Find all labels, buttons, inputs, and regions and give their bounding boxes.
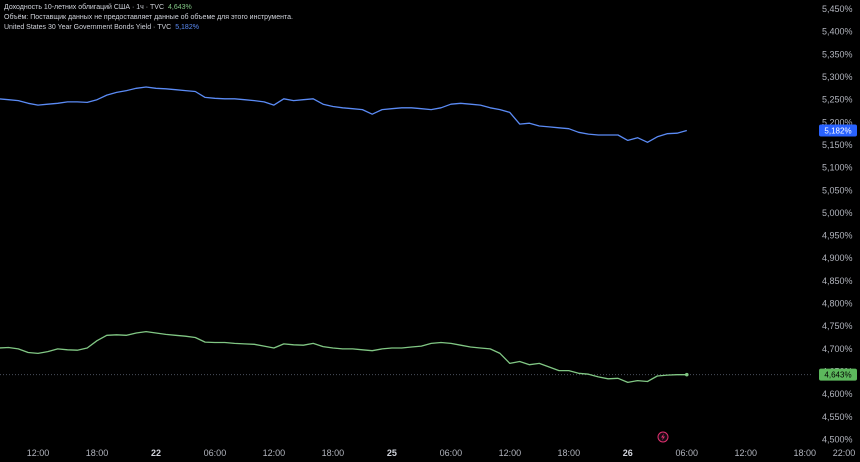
y-tick-label: 4,550% — [822, 412, 853, 422]
plot-area[interactable] — [0, 86, 812, 384]
badge-series1-value: 4,643% — [819, 368, 857, 381]
y-tick-label: 5,050% — [822, 185, 853, 195]
legend-series2-value: 5,182% — [175, 24, 199, 31]
y-tick-label: 4,750% — [822, 321, 853, 331]
x-tick-label: 12:00 — [27, 448, 50, 458]
x-tick-label: 25 — [387, 448, 397, 458]
series-line-2[interactable] — [0, 330, 687, 384]
y-tick-label: 5,100% — [822, 163, 853, 173]
x-tick-label: 12:00 — [263, 448, 286, 458]
x-tick-label: 26 — [623, 448, 633, 458]
y-tick-label: 5,000% — [822, 208, 853, 218]
badge-series2-value: 5,182% — [819, 124, 857, 137]
price-axis[interactable]: 5,450% 5,400% 5,350% 5,300% 5,250% 5,200% 5,15… — [822, 4, 853, 444]
badge-series1-value-bg — [819, 368, 857, 381]
badge-series1-value-text: 4,643% — [824, 371, 851, 380]
x-tick-label: 18:00 — [558, 448, 581, 458]
legend-series1-value: 4,643% — [168, 4, 192, 11]
x-tick-label: 18:00 — [86, 448, 109, 458]
lightning-icon[interactable] — [657, 431, 669, 443]
y-tick-label: 5,250% — [822, 95, 853, 105]
y-tick-label: 4,800% — [822, 299, 853, 309]
x-tick-label: 18:00 — [793, 448, 816, 458]
badge-series2-value-text: 5,182% — [824, 126, 851, 135]
time-axis[interactable]: 12:00 18:00 22 06:00 12:00 18:00 25 06:00 12:00 1… — [27, 448, 856, 458]
y-tick-label: 5,150% — [822, 140, 853, 150]
legend-row-series2[interactable]: United States 30 Year Government Bonds Y… — [4, 23, 293, 33]
y-tick-label: 4,950% — [822, 231, 853, 241]
price-badges: 5,182% 4,643% — [819, 124, 857, 381]
x-tick-label: 12:00 — [499, 448, 522, 458]
y-tick-label: 4,850% — [822, 276, 853, 286]
y-tick-label: 4,500% — [822, 434, 853, 444]
chart-legend: Доходность 10-летних облигаций США · 1ч … — [4, 3, 293, 33]
y-tick-label: 5,200% — [822, 117, 853, 127]
y-tick-label: 4,600% — [822, 389, 853, 399]
y-tick-label: 4,900% — [822, 253, 853, 263]
badge-series2-value-bg — [819, 124, 857, 137]
y-tick-label: 5,450% — [822, 4, 853, 14]
legend-series2-label: United States 30 Year Government Bonds Y… — [4, 24, 172, 31]
x-tick-label: 06:00 — [676, 448, 699, 458]
legend-volume-note: Объём: Поставщик данных не предоставляет… — [4, 14, 293, 21]
y-tick-label: 5,300% — [822, 72, 853, 82]
series-line-1[interactable] — [0, 86, 687, 143]
x-tick-label: 06:00 — [440, 448, 463, 458]
x-tick-label: 22:00 — [833, 448, 856, 458]
lightning-icon-glyph — [661, 433, 665, 441]
x-tick-label: 12:00 — [734, 448, 757, 458]
y-tick-label: 5,350% — [822, 49, 853, 59]
series-last-point-2 — [684, 372, 689, 377]
y-tick-label: 4,700% — [822, 344, 853, 354]
y-tick-label: 5,400% — [822, 27, 853, 37]
x-tick-label: 22 — [151, 448, 161, 458]
x-tick-label: 06:00 — [204, 448, 227, 458]
legend-series1-label: Доходность 10-летних облигаций США · 1ч … — [4, 4, 164, 11]
x-tick-label: 18:00 — [322, 448, 345, 458]
legend-row-volume: Объём: Поставщик данных не предоставляет… — [4, 13, 293, 23]
legend-row-series1[interactable]: Доходность 10-летних облигаций США · 1ч … — [4, 3, 293, 13]
